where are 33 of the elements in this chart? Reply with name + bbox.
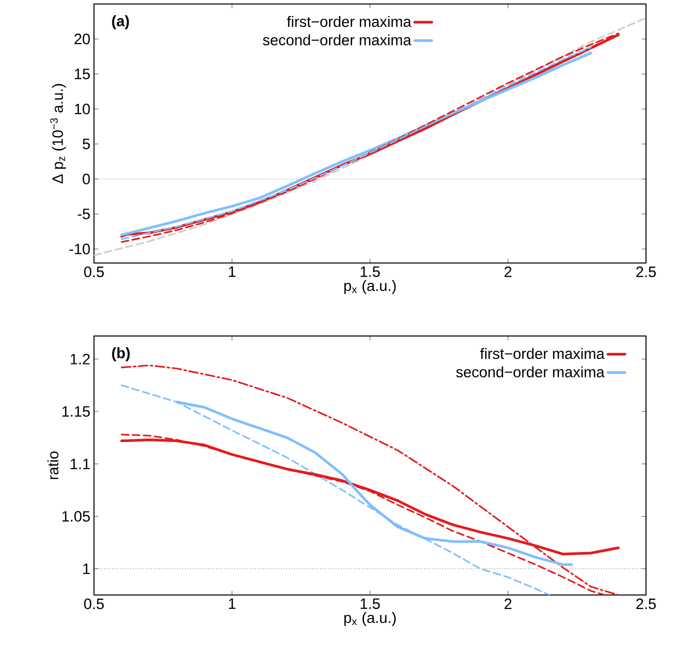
x-tick-label: 2 bbox=[504, 266, 512, 278]
x-axis-title: p$_{x}$ (a.u.) bbox=[344, 612, 396, 626]
legend-label: second−order maxima bbox=[456, 366, 605, 378]
x-axis-title: p$_{x}$ (a.u.) bbox=[344, 280, 396, 294]
y-tick-label: 20 bbox=[74, 34, 90, 44]
x-tick-label: 1.5 bbox=[360, 266, 380, 277]
y-tick-label: -5 bbox=[78, 208, 90, 220]
x-tick-label: 2 bbox=[504, 598, 512, 610]
text: (b) bbox=[112, 347, 130, 362]
legend-label: first−order maxima bbox=[480, 348, 605, 359]
y-tick-label: 1.1 bbox=[70, 458, 90, 470]
x-tick-label: 2.5 bbox=[636, 598, 656, 610]
x-tick-label: 1.5 bbox=[360, 598, 380, 609]
x-tick-label: 0.5 bbox=[84, 598, 104, 610]
y-tick-label: 0 bbox=[82, 174, 90, 184]
legend-label: second−order maxima bbox=[262, 34, 412, 46]
y-tick-label: 1 bbox=[83, 564, 90, 574]
text: (a) bbox=[112, 15, 129, 30]
x-tick-label: 1 bbox=[228, 598, 236, 609]
y-tick-label: -10 bbox=[69, 244, 90, 254]
y-tick-label: 5 bbox=[82, 138, 90, 150]
y-tick-label: 15 bbox=[74, 68, 90, 80]
line-series bbox=[120, 364, 620, 595]
x-tick-label: 2.5 bbox=[636, 266, 656, 278]
x-tick-label: 1 bbox=[228, 266, 236, 277]
y-tick-label: 1.15 bbox=[62, 406, 90, 417]
y-tick-label: 1.05 bbox=[62, 511, 90, 522]
y-tick-label: 10 bbox=[74, 104, 90, 114]
x-tick-label: 0.5 bbox=[84, 266, 104, 278]
y-axis-title: ratio bbox=[47, 452, 58, 480]
legend-label: first−order maxima bbox=[286, 16, 412, 27]
y-axis-title: Δ p$_{z}$ (10$^{−3}$ a.u.) bbox=[50, 84, 66, 184]
y-tick-label: 1.2 bbox=[70, 354, 90, 364]
